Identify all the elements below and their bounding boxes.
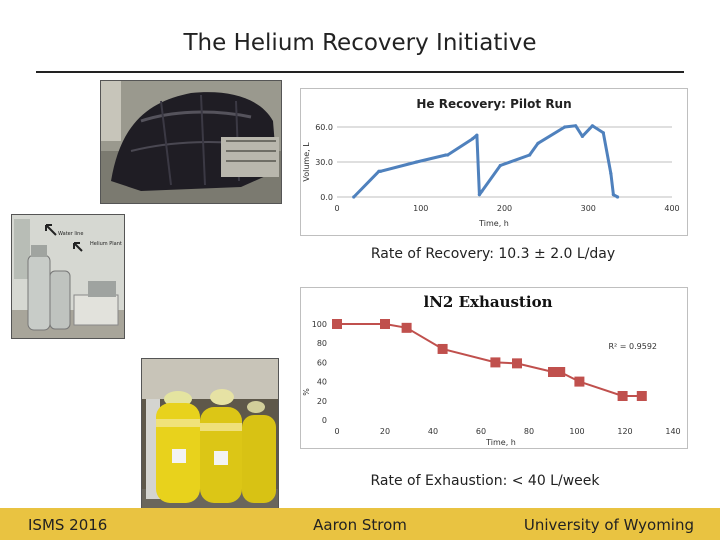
helium-plant-label: Helium Plant (90, 241, 122, 247)
x-tick-label: 60 (476, 427, 486, 436)
data-point (378, 169, 383, 173)
y-tick-label: 0.0 (320, 193, 333, 202)
y-axis-label: % (302, 388, 311, 396)
x-axis-label: Time, h (478, 219, 509, 228)
title-divider (36, 71, 684, 73)
x-axis-label: Time, h (485, 438, 516, 447)
data-point (611, 193, 615, 197)
x-tick-label: 20 (380, 427, 390, 436)
data-point (536, 141, 540, 145)
data-point (563, 125, 567, 129)
data-point (380, 319, 390, 329)
data-point (480, 189, 484, 193)
x-tick-label: 80 (524, 427, 534, 436)
data-point (615, 195, 620, 199)
data-point (512, 358, 522, 369)
y-tick-label: 40 (317, 378, 327, 387)
footer-bar (0, 508, 720, 540)
data-point (590, 124, 595, 128)
recovery-rate-caption: Rate of Recovery: 10.3 ± 2.0 L/day (370, 246, 616, 262)
helium-plant-photo: Water line Helium Plant (11, 214, 125, 339)
data-point (574, 124, 578, 128)
x-tick-label: 120 (617, 427, 632, 436)
exhaustion-rate-caption: Rate of Exhaustion: < 40 L/week (370, 473, 600, 489)
data-point (609, 172, 613, 176)
he-recovery-plot: He Recovery: Pilot Run 0.0 30.0 60.0 0 100 200… (302, 97, 680, 228)
data-point (414, 160, 419, 164)
data-point (528, 153, 532, 157)
x-tick-label: 400 (664, 204, 679, 213)
y-tick-label: 20 (317, 397, 327, 406)
x-tick-label: 100 (569, 427, 584, 436)
y-tick-label: 0 (322, 416, 327, 425)
footer-author: Aaron Strom (313, 516, 407, 534)
x-tick-label: 300 (581, 204, 596, 213)
data-point (617, 391, 628, 401)
x-tick-label: 0 (334, 204, 339, 213)
nitrogen-dewars-photo (141, 358, 279, 518)
r-squared-label: R² = 0.9592 (608, 342, 657, 351)
y-tick-label: 60 (317, 358, 327, 367)
data-point (471, 137, 475, 141)
data-point (352, 195, 356, 199)
x-tick-label: 0 (334, 427, 339, 436)
footer-conference: ISMS 2016 (28, 516, 108, 534)
data-point (477, 193, 481, 197)
he-recovery-chart: He Recovery: Pilot Run 0.0 30.0 60.0 0 100 200… (300, 88, 688, 236)
x-tick-label: 100 (413, 204, 428, 213)
data-point (636, 391, 647, 401)
data-point (574, 376, 585, 387)
footer-institution: University of Wyoming (523, 516, 694, 534)
series-line (337, 323, 642, 397)
y-tick-label: 60.0 (315, 123, 333, 132)
y-tick-label: 80 (317, 339, 327, 348)
x-tick-label: 40 (428, 427, 438, 436)
data-point (601, 131, 605, 135)
chart-title: He Recovery: Pilot Run (416, 97, 571, 111)
data-point (490, 357, 501, 368)
ln2-exhaustion-chart: lN2 Exhaustion 0 20 40 60 80 100 0 20 40 60 80 100 12… (300, 287, 688, 449)
data-point (445, 153, 450, 157)
y-axis-label: Volume, L (302, 142, 311, 182)
data-point (475, 133, 479, 137)
x-tick-label: 200 (497, 204, 512, 213)
page-title: The Helium Recovery Initiative (183, 30, 537, 56)
data-point (498, 163, 502, 168)
data-point (555, 367, 566, 377)
ln2-exhaustion-plot: lN2 Exhaustion 0 20 40 60 80 100 0 20 40 60 80 100 12… (302, 293, 681, 447)
series-line (352, 124, 619, 199)
water-line-label: Water line (58, 231, 83, 237)
data-point (548, 367, 558, 377)
x-tick-label: 140 (665, 427, 680, 436)
data-point (401, 322, 412, 333)
recovery-bag-photo (100, 80, 282, 204)
y-tick-label: 100 (312, 320, 327, 329)
data-point (437, 343, 448, 354)
data-point (332, 319, 342, 329)
chart-title: lN2 Exhaustion (424, 293, 553, 311)
data-point (580, 134, 584, 138)
y-tick-label: 30.0 (315, 158, 333, 167)
